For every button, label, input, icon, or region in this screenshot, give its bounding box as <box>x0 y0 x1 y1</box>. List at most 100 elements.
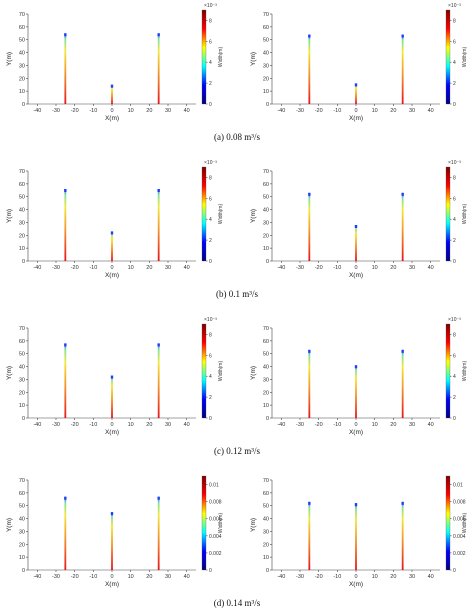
y-tick-label: 10 <box>263 246 269 252</box>
x-tick-label: 20 <box>390 574 396 580</box>
x-tick-label: -10 <box>333 265 341 271</box>
fracture-line <box>157 496 160 570</box>
x-tick-label: 20 <box>146 108 152 114</box>
colorbar-tick-label: 0.004 <box>209 534 222 540</box>
fracture-line <box>401 34 404 105</box>
y-tick-label: 10 <box>263 89 269 95</box>
fracture-line <box>64 343 67 418</box>
caption-b: (b) 0.1 m³/s <box>216 289 258 299</box>
fracture-tip <box>64 496 67 500</box>
fracture-tip <box>157 189 160 192</box>
y-tick-label: 30 <box>263 529 269 535</box>
x-tick-label: -30 <box>52 422 60 428</box>
x-tick-label: 0 <box>354 574 357 580</box>
y-tick-label: 30 <box>19 63 25 69</box>
y-axis-label: Y(m) <box>250 209 257 223</box>
x-tick-label: 40 <box>184 265 190 271</box>
x-tick-label: -30 <box>52 108 60 114</box>
y-tick-label: 60 <box>19 491 25 497</box>
colorbar-tick-label: 0 <box>453 416 456 422</box>
y-tick-label: 0 <box>266 259 269 265</box>
colorbar-tick-label: 8 <box>209 332 212 338</box>
x-tick-label: 0 <box>110 422 113 428</box>
y-axis-label: Y(m) <box>6 366 13 380</box>
colorbar-tick-label: 6 <box>453 196 456 202</box>
y-tick-label: 20 <box>19 233 25 239</box>
y-tick-label: 50 <box>263 504 269 510</box>
fracture-tip <box>157 33 160 37</box>
colorbar-tick-label: 4 <box>453 217 456 223</box>
y-tick-label: 50 <box>263 38 269 44</box>
colorbar-label: Width(m) <box>462 47 468 68</box>
x-tick-label: -40 <box>277 422 285 428</box>
fracture-tip <box>64 189 67 192</box>
colorbar <box>201 9 207 105</box>
fracture-tip <box>401 349 404 353</box>
colorbar-tick-label: 0 <box>453 102 456 108</box>
fracture-line <box>157 189 160 261</box>
x-tick-label: -40 <box>33 265 41 271</box>
fracture-tip <box>401 34 404 38</box>
x-tick-label: 40 <box>184 108 190 114</box>
y-tick-label: 50 <box>19 195 25 201</box>
y-tick-label: 40 <box>263 51 269 57</box>
y-axis-label: Y(m) <box>250 366 257 380</box>
y-tick-label: 70 <box>263 12 269 18</box>
colorbar-tick-label: 8 <box>453 18 456 24</box>
y-tick-label: 20 <box>19 76 25 82</box>
x-tick-label: 10 <box>128 574 134 580</box>
fracture-tip <box>110 84 114 88</box>
colorbar-tick-label: 6 <box>209 39 212 45</box>
y-tick-label: 10 <box>263 403 269 409</box>
colorbar-tick-label: 0.002 <box>453 551 466 557</box>
colorbar-tick-label: 0 <box>209 568 212 574</box>
x-tick-label: -40 <box>33 574 41 580</box>
x-tick-label: 10 <box>128 108 134 114</box>
fracture-line <box>64 33 67 104</box>
x-tick-label: 20 <box>390 422 396 428</box>
x-tick-label: 10 <box>128 265 134 271</box>
y-tick-label: 40 <box>263 208 269 214</box>
colorbar-tick-label: 6 <box>453 353 456 359</box>
fracture-tip <box>354 83 358 87</box>
x-tick-label: -40 <box>277 265 285 271</box>
y-tick-label: 10 <box>263 555 269 561</box>
colorbar-tick-label: 0.008 <box>209 500 222 506</box>
y-tick-label: 60 <box>263 491 269 497</box>
x-axis-label: X(m) <box>349 115 363 122</box>
panel-5: -40 -30 -20 -10 0 10 20 30 40010203040506070X(m)… <box>6 317 224 436</box>
y-tick-label: 20 <box>263 542 269 548</box>
fracture-tip <box>354 365 358 369</box>
x-axis-label: X(m) <box>349 429 363 436</box>
y-tick-label: 0 <box>266 416 269 422</box>
x-tick-label: 40 <box>184 574 190 580</box>
y-tick-label: 40 <box>19 208 25 214</box>
x-tick-label: 10 <box>372 108 378 114</box>
y-tick-label: 40 <box>263 517 269 523</box>
caption-c: (c) 0.12 m³/s <box>214 446 260 456</box>
x-tick-label: 30 <box>165 574 171 580</box>
x-tick-label: -20 <box>315 574 323 580</box>
x-tick-label: 10 <box>372 422 378 428</box>
fracture-line <box>111 231 113 261</box>
x-tick-label: -10 <box>89 574 97 580</box>
y-tick-label: 0 <box>22 416 25 422</box>
x-tick-label: -10 <box>333 574 341 580</box>
x-tick-label: 20 <box>390 265 396 271</box>
colorbar-tick-label: 0 <box>209 416 212 422</box>
x-tick-label: 10 <box>128 422 134 428</box>
x-tick-label: 0 <box>354 108 357 114</box>
fracture-tip <box>110 375 114 379</box>
colorbar-label: Width(m) <box>462 204 468 225</box>
x-tick-label: -30 <box>296 574 304 580</box>
fracture-tip <box>308 192 311 196</box>
fracture-line <box>355 503 357 570</box>
x-axis-label: X(m) <box>105 581 119 588</box>
colorbar-label: Width(m) <box>218 47 224 68</box>
fracture-line <box>308 34 311 105</box>
y-axis-label: Y(m) <box>6 209 13 223</box>
x-tick-label: -20 <box>71 422 79 428</box>
y-tick-label: 50 <box>19 504 25 510</box>
fracture-tip <box>110 512 114 516</box>
